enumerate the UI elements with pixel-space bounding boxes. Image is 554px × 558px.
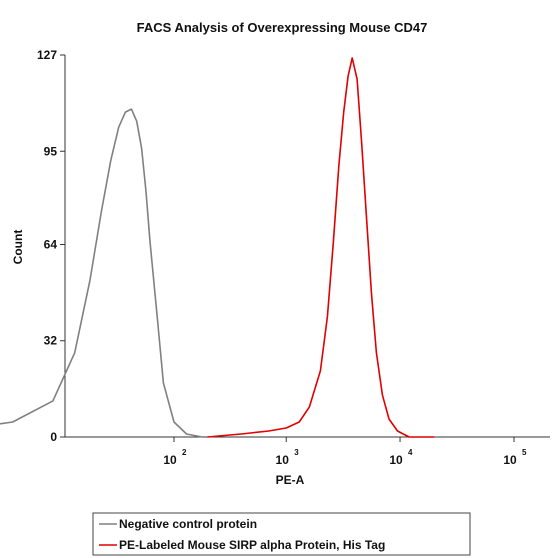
x-tick-label: 10 <box>163 453 177 467</box>
legend-box <box>92 512 471 556</box>
legend-label-pe-labeled: PE-Labeled Mouse SIRP alpha Protein, His… <box>119 538 385 552</box>
x-tick-label: 10 <box>276 453 290 467</box>
x-tick-exponent: 4 <box>408 448 413 457</box>
x-tick-label: 10 <box>389 453 403 467</box>
series-group <box>0 57 435 438</box>
y-tick-label: 64 <box>44 237 58 251</box>
x-ticks: -101102103104105 <box>163 437 527 467</box>
y-axis-title: Count <box>11 230 25 265</box>
x-tick-label: 10 <box>503 453 517 467</box>
x-tick-exponent: 5 <box>522 448 527 457</box>
x-tick-exponent: 3 <box>294 448 299 457</box>
series-line-negative-control <box>0 108 203 438</box>
chart-title: FACS Analysis of Overexpressing Mouse CD… <box>137 20 428 35</box>
y-tick-label: 0 <box>50 430 57 444</box>
y-tick-label: 95 <box>44 144 58 158</box>
series-line-pe-labeled <box>207 57 435 438</box>
y-tick-label: 32 <box>44 334 58 348</box>
legend: Negative control protein PE-Labeled Mous… <box>92 512 471 556</box>
y-tick-label: 127 <box>37 48 57 62</box>
x-axis-title: PE-A <box>276 473 305 487</box>
legend-label-negative-control: Negative control protein <box>119 517 257 531</box>
x-tick-exponent: 2 <box>182 448 187 457</box>
y-ticks: 0 32 64 95 127 <box>37 48 65 444</box>
